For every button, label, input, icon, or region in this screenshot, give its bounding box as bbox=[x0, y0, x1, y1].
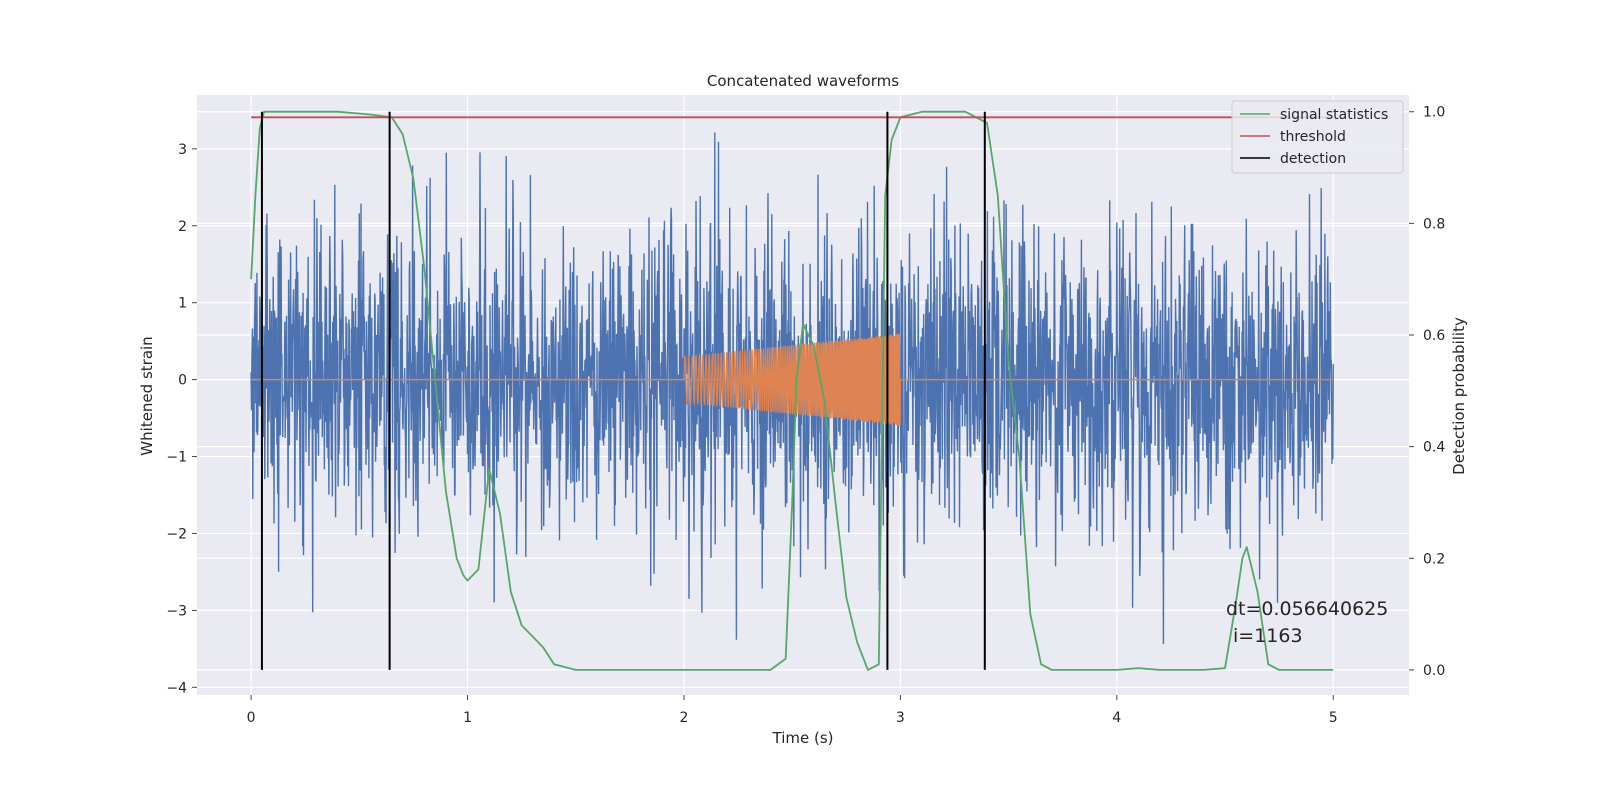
strain-series bbox=[250, 132, 1334, 645]
y-left-tick-label: −3 bbox=[166, 603, 187, 619]
strain-line bbox=[250, 132, 1334, 645]
signal-statistics-line bbox=[250, 110, 1334, 671]
x-tick-label: 0 bbox=[247, 710, 256, 726]
x-tick-label: 2 bbox=[680, 710, 689, 726]
y-right-axis-ticks: 0.0 0.2 0.4 0.6 0.8 1.0 bbox=[1409, 105, 1445, 679]
x-tick-label: 3 bbox=[896, 710, 905, 726]
y-right-tick-label: 0.0 bbox=[1423, 663, 1445, 679]
x-tick-label: 4 bbox=[1112, 710, 1121, 726]
annotation-index: i=1163 bbox=[1233, 625, 1303, 647]
y-left-tick-label: 3 bbox=[178, 142, 187, 158]
y-left-tick-label: −2 bbox=[166, 526, 187, 542]
y-left-tick-label: 1 bbox=[178, 296, 187, 312]
y-left-tick-label: −4 bbox=[166, 680, 187, 696]
x-axis-ticks: 0 1 2 3 4 5 bbox=[247, 695, 1338, 726]
x-axis-label: Time (s) bbox=[772, 729, 834, 747]
y-right-tick-label: 0.8 bbox=[1423, 216, 1445, 232]
y-right-tick-label: 0.4 bbox=[1423, 440, 1445, 456]
y-left-tick-label: 0 bbox=[178, 373, 187, 389]
x-tick-label: 5 bbox=[1329, 710, 1338, 726]
legend-label-detection: detection bbox=[1280, 151, 1346, 167]
y-left-tick-label: 2 bbox=[178, 219, 187, 235]
y-right-tick-label: 0.2 bbox=[1423, 551, 1445, 567]
y-right-tick-label: 0.6 bbox=[1423, 328, 1445, 344]
y-axis-label-right: Detection probability bbox=[1450, 317, 1468, 475]
legend-box bbox=[1231, 100, 1404, 174]
y-left-tick-label: −1 bbox=[166, 450, 187, 466]
injected-signal-series bbox=[251, 333, 1334, 426]
y-left-axis-ticks: −4 −3 −2 −1 0 1 2 3 bbox=[166, 142, 197, 696]
y-right-tick-label: 1.0 bbox=[1423, 105, 1445, 121]
annotation-dt: dt=0.056640625 bbox=[1226, 598, 1388, 620]
chart-title: Concatenated waveforms bbox=[707, 72, 899, 90]
detection-series-layer bbox=[250, 110, 1334, 671]
injected-signal-line bbox=[683, 333, 901, 426]
x-tick-label: 1 bbox=[463, 710, 472, 726]
y-axis-label-left: Whitened strain bbox=[138, 336, 156, 455]
legend-label-signal-statistics: signal statistics bbox=[1280, 107, 1388, 123]
legend-label-threshold: threshold bbox=[1280, 129, 1346, 145]
legend: signal statistics threshold detection bbox=[1231, 100, 1404, 174]
